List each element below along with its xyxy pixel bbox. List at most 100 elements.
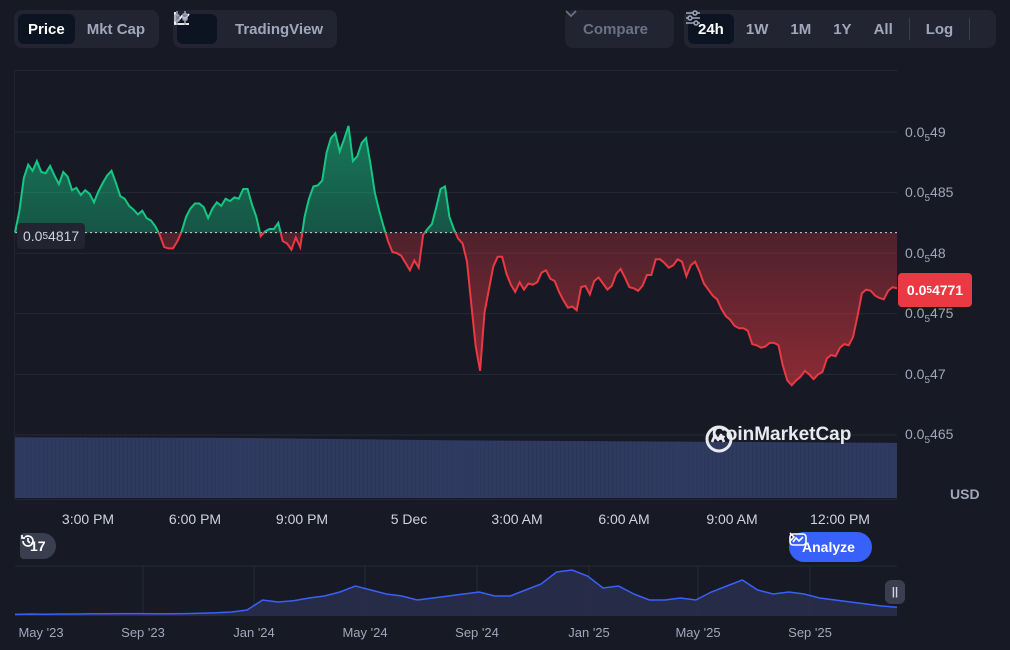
price-tab[interactable]: Price xyxy=(18,14,75,44)
volume-bar xyxy=(283,438,288,498)
mktcap-tab[interactable]: Mkt Cap xyxy=(86,20,146,38)
volume-bar xyxy=(275,438,280,498)
volume-bar xyxy=(103,437,108,498)
volume-bar xyxy=(848,442,853,498)
volume-bar xyxy=(75,437,80,498)
volume-bar xyxy=(407,439,412,498)
volume-bar xyxy=(87,437,92,498)
volume-bar xyxy=(688,441,693,498)
volume-bar xyxy=(335,439,340,498)
volume-bar xyxy=(111,437,116,498)
minimap-x-label: Sep '24 xyxy=(455,625,499,640)
volume-bar xyxy=(660,441,665,498)
compare-dropdown[interactable]: Compare xyxy=(565,10,674,48)
volume-bar xyxy=(147,437,152,498)
volume-bar xyxy=(403,439,408,498)
up-area xyxy=(15,125,456,233)
volume-bar xyxy=(572,441,577,498)
y-axis-label: 0.05475 xyxy=(905,305,954,325)
range-all[interactable]: All xyxy=(873,20,893,38)
volume-bar xyxy=(528,440,533,498)
volume-bar xyxy=(696,441,701,498)
volume-bar xyxy=(536,440,541,498)
volume-bar xyxy=(824,442,829,498)
volume-bar xyxy=(884,442,889,498)
volume-bar xyxy=(712,441,717,498)
volume-bar xyxy=(752,442,757,498)
volume-bar xyxy=(27,437,32,498)
log-scale-button[interactable]: Log xyxy=(925,20,954,38)
coinmarketcap-watermark: CoinMarketCap xyxy=(704,424,851,453)
volume-bar xyxy=(55,437,60,498)
minimap-drag-handle[interactable]: || xyxy=(885,580,905,604)
currency-label: USD xyxy=(950,486,980,502)
history-count: 17 xyxy=(30,538,46,554)
volume-bar xyxy=(500,440,505,498)
volume-bar xyxy=(231,437,236,498)
minimap-area xyxy=(15,570,897,616)
volume-bar xyxy=(468,440,473,498)
volume-bar xyxy=(748,442,753,498)
volume-bar xyxy=(864,442,869,498)
volume-bar xyxy=(672,441,677,498)
volume-bar xyxy=(648,441,653,498)
volume-bar xyxy=(251,438,256,498)
analyze-label: Analyze xyxy=(802,539,855,555)
x-axis-label: 5 Dec xyxy=(390,511,428,527)
volume-bar xyxy=(235,437,240,498)
volume-bar xyxy=(628,441,633,498)
volume-bar xyxy=(776,442,781,498)
volume-bar xyxy=(343,439,348,498)
volume-bar xyxy=(540,440,545,498)
x-axis-label: 12:00 PM xyxy=(810,511,870,527)
volume-bar xyxy=(43,437,48,498)
volume-bar xyxy=(347,439,352,498)
volume-bar xyxy=(307,438,312,498)
volume-bar xyxy=(131,437,136,498)
settings-button[interactable] xyxy=(686,10,992,44)
volume-bar xyxy=(880,442,885,498)
volume-bar xyxy=(207,437,212,498)
volume-bar xyxy=(893,442,897,498)
range-24h[interactable]: 24h xyxy=(688,14,734,44)
tradingview-button[interactable]: TradingView xyxy=(174,11,333,44)
volume-bar xyxy=(95,437,100,498)
volume-bar xyxy=(464,440,469,498)
analyze-button[interactable]: Analyze xyxy=(789,532,872,562)
volume-bar xyxy=(456,440,461,498)
volume-bar xyxy=(664,441,669,498)
volume-bar xyxy=(127,437,132,498)
volume-bar xyxy=(868,442,873,498)
x-axis-label: 6:00 PM xyxy=(168,511,222,527)
volume-bar xyxy=(123,437,128,498)
volume-bar xyxy=(167,437,172,498)
range-1m[interactable]: 1M xyxy=(790,20,812,38)
volume-bar xyxy=(439,440,444,498)
volume-bar xyxy=(135,437,140,498)
volume-bar xyxy=(419,439,424,498)
volume-bar xyxy=(175,437,180,498)
volume-bar xyxy=(375,439,380,498)
volume-bar xyxy=(860,442,865,498)
volume-bar xyxy=(295,438,300,498)
toolbar-divider xyxy=(908,18,910,40)
volume-bar xyxy=(431,440,436,498)
volume-bar xyxy=(652,441,657,498)
range-1w[interactable]: 1W xyxy=(745,20,769,38)
volume-bar xyxy=(816,442,821,498)
volume-bar xyxy=(383,439,388,498)
volume-bar xyxy=(191,437,196,498)
volume-bar xyxy=(227,437,232,498)
volume-bar xyxy=(183,437,188,498)
volume-bar xyxy=(299,438,304,498)
volume-bar xyxy=(387,439,392,498)
volume-bar xyxy=(744,441,749,498)
range-1y[interactable]: 1Y xyxy=(833,20,852,38)
minimap-line xyxy=(14,569,898,616)
volume-bar xyxy=(520,440,525,498)
volume-bar xyxy=(756,442,761,498)
history-button[interactable]: 17 xyxy=(20,533,56,559)
volume-bar xyxy=(35,437,40,498)
volume-bar xyxy=(620,441,625,498)
